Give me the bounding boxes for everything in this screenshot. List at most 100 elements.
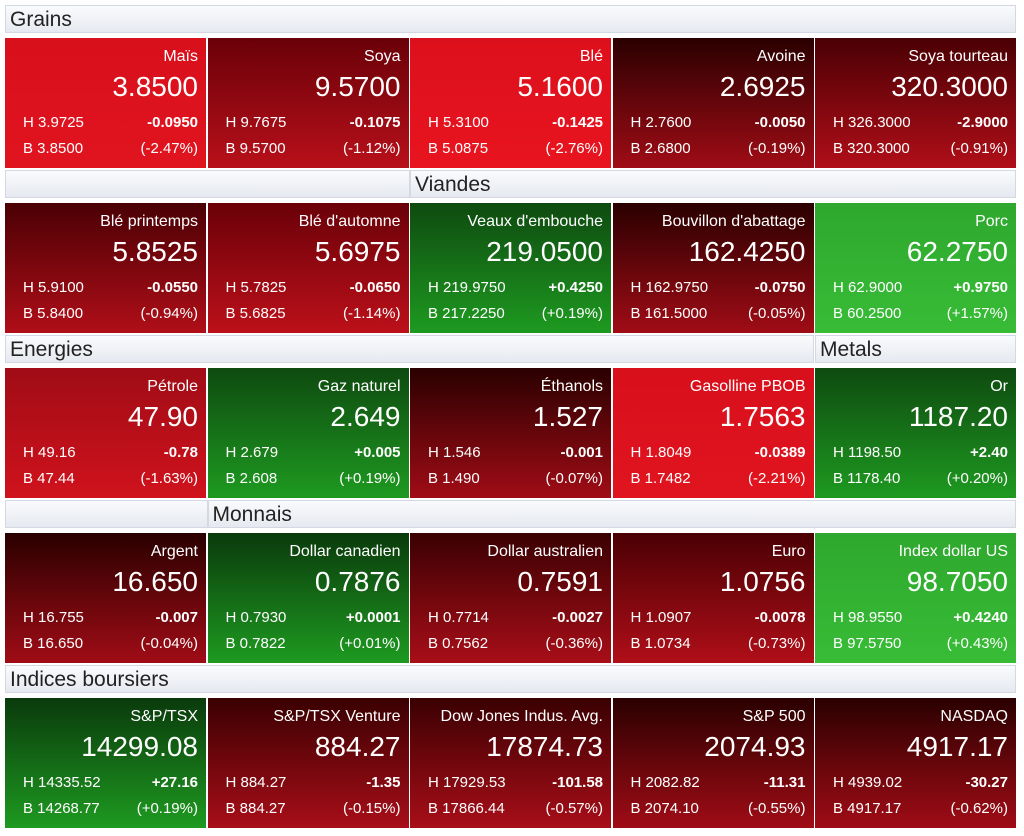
quote-tile: Maïs 3.8500 H 3.9725 -0.0950 B 3.8500 (-2.47%… — [5, 38, 206, 168]
instrument-name: Soya tourteau — [908, 48, 1008, 65]
high-price: H 1198.50 — [833, 444, 902, 461]
price-change: +0.9750 — [953, 279, 1008, 296]
price-change: +0.4250 — [548, 279, 603, 296]
low-price: B 1.0734 — [630, 635, 691, 652]
low-price: B 16.650 — [23, 635, 84, 652]
high-price: H 16.755 — [23, 609, 84, 626]
high-price: H 4939.02 — [833, 774, 903, 791]
instrument-name: Éthanols — [540, 378, 603, 395]
last-price: 9.5700 — [314, 71, 401, 102]
high-price: H 0.7930 — [225, 609, 287, 626]
quote-tile: Dollar australien 0.7591 H 0.7714 -0.0027 B … — [410, 533, 611, 663]
low-price: B 1178.40 — [833, 470, 901, 487]
quote-tile: Blé printemps 5.8525 H 5.9100 -0.0550 B 5.84… — [5, 203, 206, 333]
instrument-name: NASDAQ — [940, 708, 1008, 725]
instrument-name: Dollar australien — [487, 543, 603, 560]
high-price: H 1.0907 — [630, 609, 692, 626]
price-change: -0.0027 — [552, 609, 603, 626]
last-price: 5.1600 — [517, 71, 603, 102]
instrument-name: Gaz naturel — [317, 378, 401, 395]
price-change: -0.007 — [155, 609, 198, 626]
instrument-name: Dollar canadien — [289, 543, 401, 560]
low-price: B 2074.10 — [630, 800, 699, 817]
last-price: 162.4250 — [688, 236, 806, 267]
last-price: 2.6925 — [719, 71, 806, 102]
price-change: -0.0750 — [754, 279, 806, 296]
quote-tile: Porc 62.2750 H 62.9000 +0.9750 B 60.2500 (+1.… — [815, 203, 1016, 333]
instrument-name: Blé d'automne — [298, 213, 401, 230]
section-header: Viandes — [410, 170, 1016, 198]
quote-tile: Gasolline PBOB 1.7563 H 1.8049 -0.0389 B 1.7… — [612, 368, 814, 498]
high-price: H 62.9000 — [833, 279, 903, 296]
last-price: 2074.93 — [704, 731, 806, 762]
percent-change: (-0.73%) — [747, 635, 806, 652]
section-header: Energies — [5, 335, 814, 363]
last-price: 3.8500 — [112, 71, 198, 102]
quote-tile: Index dollar US 98.7050 H 98.9550 +0.4240 B … — [815, 533, 1016, 663]
last-price: 5.8525 — [112, 236, 198, 267]
last-price: 884.27 — [314, 731, 401, 762]
high-price: H 1.546 — [428, 444, 481, 461]
high-price: H 162.9750 — [630, 279, 709, 296]
instrument-name: Or — [990, 378, 1008, 395]
high-price: H 9.7675 — [225, 114, 287, 131]
low-price: B 4917.17 — [833, 800, 902, 817]
quote-tile: Avoine 2.6925 H 2.7600 -0.0050 B 2.6800 (-0.1… — [612, 38, 814, 168]
quote-tile: Pétrole 47.90 H 49.16 -0.78 B 47.44 (-1.63%) — [5, 368, 206, 498]
high-price: H 3.9725 — [23, 114, 84, 131]
last-price: 5.6975 — [314, 236, 401, 267]
high-price: H 5.7825 — [225, 279, 287, 296]
quote-tile: Éthanols 1.527 H 1.546 -0.001 B 1.490 (-0.07%… — [410, 368, 611, 498]
last-price: 98.7050 — [906, 566, 1008, 597]
low-price: B 161.5000 — [630, 305, 708, 322]
price-change: -0.0050 — [754, 114, 806, 131]
instrument-name: S&P/TSX — [130, 708, 198, 725]
quote-tile: Blé 5.1600 H 5.3100 -0.1425 B 5.0875 (-2.76%) — [410, 38, 611, 168]
price-change: -11.31 — [763, 774, 806, 791]
price-change: -0.0650 — [349, 279, 401, 296]
quote-tile: Soya 9.5700 H 9.7675 -0.1075 B 9.5700 (-1.12%… — [207, 38, 409, 168]
percent-change: (-0.04%) — [140, 635, 198, 652]
last-price: 16.650 — [112, 566, 198, 597]
instrument-name: Blé printemps — [100, 213, 198, 230]
last-price: 1.527 — [532, 401, 603, 432]
section-header: Metals — [815, 335, 1016, 363]
quote-tile: Argent 16.650 H 16.755 -0.007 B 16.650 (-0.04… — [5, 533, 206, 663]
low-price: B 0.7562 — [428, 635, 489, 652]
low-price: B 884.27 — [225, 800, 286, 817]
quote-tile: S&P 500 2074.93 H 2082.82 -11.31 B 2074.10 (-… — [612, 698, 814, 828]
instrument-name: Avoine — [756, 48, 806, 65]
high-price: H 326.3000 — [833, 114, 911, 131]
quote-tile: S&P/TSX 14299.08 H 14335.52 +27.16 B 14268.7… — [5, 698, 206, 828]
percent-change: (+0.19%) — [541, 305, 603, 322]
last-price: 14299.08 — [81, 731, 198, 762]
percent-change: (+0.19%) — [136, 800, 198, 817]
low-price: B 320.3000 — [833, 140, 910, 157]
last-price: 1.7563 — [719, 401, 806, 432]
percent-change: (-0.91%) — [950, 140, 1008, 157]
header-spacer — [5, 500, 208, 528]
instrument-name: Argent — [150, 543, 198, 560]
percent-change: (+0.01%) — [339, 635, 401, 652]
price-change: -0.0389 — [754, 444, 806, 461]
low-price: B 1.7482 — [630, 470, 691, 487]
price-change: -2.9000 — [957, 114, 1008, 131]
instrument-name: Index dollar US — [898, 543, 1008, 560]
instrument-name: Maïs — [163, 48, 198, 65]
instrument-name: Euro — [771, 543, 806, 560]
high-price: H 2.679 — [225, 444, 279, 461]
high-price: H 2.7600 — [630, 114, 692, 131]
last-price: 320.3000 — [891, 71, 1008, 102]
percent-change: (-1.14%) — [342, 305, 401, 322]
low-price: B 14268.77 — [23, 800, 100, 817]
percent-change: (-0.15%) — [342, 800, 401, 817]
high-price: H 1.8049 — [630, 444, 692, 461]
instrument-name: S&P/TSX Venture — [273, 708, 401, 725]
price-change: -0.1075 — [349, 114, 401, 131]
percent-change: (-0.62%) — [950, 800, 1008, 817]
low-price: B 9.5700 — [225, 140, 286, 157]
percent-change: (-1.63%) — [140, 470, 198, 487]
low-price: B 2.6800 — [630, 140, 691, 157]
